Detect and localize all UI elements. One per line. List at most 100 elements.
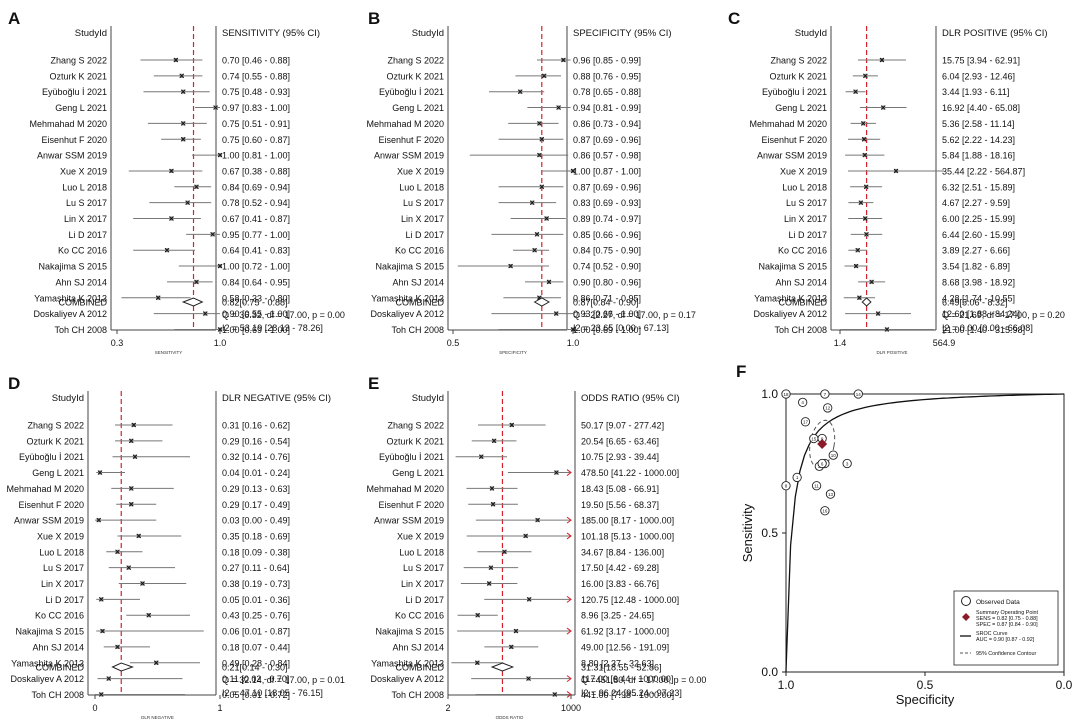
- observed-point: [800, 417, 811, 427]
- ci-text: 0.05 [0.01 - 0.72]: [222, 690, 290, 700]
- ci-text: 0.78 [0.52 - 0.94]: [222, 198, 290, 208]
- estimate-marker: [488, 565, 494, 570]
- ci-text: 3.44 [1.93 - 6.11]: [942, 87, 1009, 97]
- combined-label: COMBINED: [778, 298, 827, 308]
- ci-text: 3.54 [1.82 - 6.89]: [942, 262, 1010, 272]
- observed-point-label: 13: [828, 492, 834, 497]
- observed-point: [820, 506, 830, 516]
- panel-letter: E: [368, 374, 379, 393]
- estimate-marker: [553, 311, 559, 316]
- column-header-ci: DLR POSITIVE (95% CI): [942, 28, 1048, 39]
- ci-text: 478.50 [41.22 - 1000.00]: [581, 468, 679, 478]
- study-label: Luo L 2018: [62, 182, 107, 192]
- study-label: Xue X 2019: [397, 166, 444, 176]
- column-header-ci: DLR NEGATIVE (95% CI): [222, 393, 331, 404]
- ci-text: 0.64 [0.41 - 0.83]: [222, 246, 290, 256]
- study-label: Lu S 2017: [403, 198, 444, 208]
- observed-point-label: 6: [821, 461, 824, 466]
- ci-arrow: [566, 691, 572, 698]
- study-label: Eisenhut F 2020: [41, 135, 107, 145]
- estimate-marker: [185, 200, 190, 205]
- estimate-marker: [858, 200, 864, 205]
- ci-text: 8.96 [3.25 - 24.65]: [581, 611, 654, 621]
- estimate-marker: [508, 644, 514, 650]
- estimate-marker: [128, 438, 134, 444]
- ci-text: 0.90 [0.55 - 1.00]: [222, 309, 290, 319]
- estimate-marker: [126, 565, 132, 570]
- ci-text: 0.87 [0.69 - 0.96]: [573, 135, 641, 145]
- ci-text: 0.74 [0.52 - 0.90]: [573, 262, 641, 272]
- heterogeneity-q: Q = 21.69, df = 17.00, p = 0.20: [942, 310, 1065, 320]
- x-axis-label: DLR NEGATIVE: [141, 715, 174, 720]
- panel-letter: A: [8, 9, 20, 28]
- legend-sroc-auc: AUC = 0.90 [0.87 - 0.92]: [976, 637, 1035, 643]
- study-label: Mehmahad M 2020: [29, 119, 107, 129]
- observed-point-label: 1: [796, 475, 799, 480]
- study-label: Lin X 2017: [41, 579, 84, 589]
- estimate-marker: [98, 692, 104, 697]
- study-label: Anwar SSM 2019: [374, 516, 444, 526]
- combined-label: COMBINED: [35, 663, 84, 673]
- study-label: Luo L 2018: [782, 182, 827, 192]
- ci-arrow: [566, 595, 572, 603]
- study-label: Ko CC 2016: [35, 611, 84, 621]
- estimate-marker: [217, 327, 223, 332]
- ci-text: 0.75 [0.60 - 0.87]: [222, 135, 290, 145]
- estimate-marker: [128, 486, 134, 491]
- study-label: Nakajima S 2015: [375, 262, 444, 272]
- forest-panel-a: A StudyId SENSITIVITY (95% CI) Zhang S 2022…: [8, 9, 345, 355]
- study-label: Geng L 2021: [32, 468, 84, 478]
- observed-point-label: 4: [801, 400, 804, 405]
- estimate-marker: [106, 676, 112, 681]
- study-label: Lin X 2017: [401, 579, 444, 589]
- estimate-marker: [131, 422, 137, 428]
- combined-ci-text: 0.87[0.84 - 0.90]: [573, 298, 639, 308]
- study-label: Xue X 2019: [397, 531, 444, 541]
- legend-box: [953, 590, 1059, 666]
- combined-label: COMBINED: [395, 663, 444, 673]
- heterogeneity-q: Q = 32.14, df = 17.00, p = 0.01: [222, 675, 345, 685]
- study-label: Xue X 2019: [780, 166, 827, 176]
- x-axis-label: Specificity: [896, 692, 955, 707]
- estimate-marker: [526, 676, 531, 681]
- study-label: Doskaliyev A 2012: [370, 309, 444, 319]
- observed-point-label: 8: [785, 484, 788, 489]
- x-axis-label: ODDS RATIO: [496, 715, 524, 720]
- estimate-marker: [173, 57, 179, 63]
- ci-text: 6.44 [2.60 - 15.99]: [942, 230, 1015, 240]
- estimate-marker: [552, 692, 558, 697]
- ci-text: 441.00 [7.98 - 1000.00]: [581, 690, 674, 700]
- ci-text: 12.60 [1.88 - 84.24]: [942, 309, 1020, 319]
- estimate-marker: [861, 136, 867, 142]
- study-label: Geng L 2021: [775, 103, 827, 113]
- study-label: Yamashita K 2013: [371, 658, 444, 668]
- study-label: Doskaliyev A 2012: [370, 674, 444, 684]
- study-label: Zhang S 2022: [770, 56, 827, 66]
- study-label: Eyüboğlu İ 2021: [42, 87, 107, 97]
- ci-arrow: [566, 469, 572, 476]
- ci-text: 0.18 [0.07 - 0.44]: [222, 642, 290, 652]
- estimate-marker: [169, 168, 174, 174]
- study-label: Ahn SJ 2014: [55, 277, 107, 287]
- ci-text: 1.00 [0.69 - 1.00]: [573, 325, 641, 335]
- ci-arrow: [566, 675, 572, 682]
- ci-text: 0.88 [0.76 - 0.95]: [573, 71, 641, 81]
- x-tick-label: 1.0: [567, 338, 580, 348]
- estimate-marker: [155, 295, 161, 301]
- study-label: Mehmahad M 2020: [6, 484, 84, 494]
- ci-text: 0.84 [0.69 - 0.94]: [222, 182, 290, 192]
- study-label: Li D 2017: [405, 595, 444, 605]
- estimate-marker: [860, 121, 866, 126]
- ci-text: 120.75 [12.48 - 1000.00]: [581, 595, 679, 605]
- estimate-marker: [97, 470, 103, 475]
- ci-text: 6.04 [2.93 - 12.46]: [942, 71, 1015, 81]
- x-tick-label: 0.5: [447, 338, 460, 348]
- ci-text: 8.68 [3.98 - 18.92]: [942, 277, 1015, 287]
- x-tick-label: 1000: [561, 703, 581, 713]
- estimate-marker: [140, 581, 145, 586]
- ci-text: 0.67 [0.38 - 0.88]: [222, 166, 290, 176]
- study-label: Eyüboğlu İ 2021: [19, 452, 84, 462]
- observed-point-label: 10: [831, 453, 837, 458]
- estimate-marker: [544, 216, 549, 221]
- study-label: Mehmahad M 2020: [366, 119, 444, 129]
